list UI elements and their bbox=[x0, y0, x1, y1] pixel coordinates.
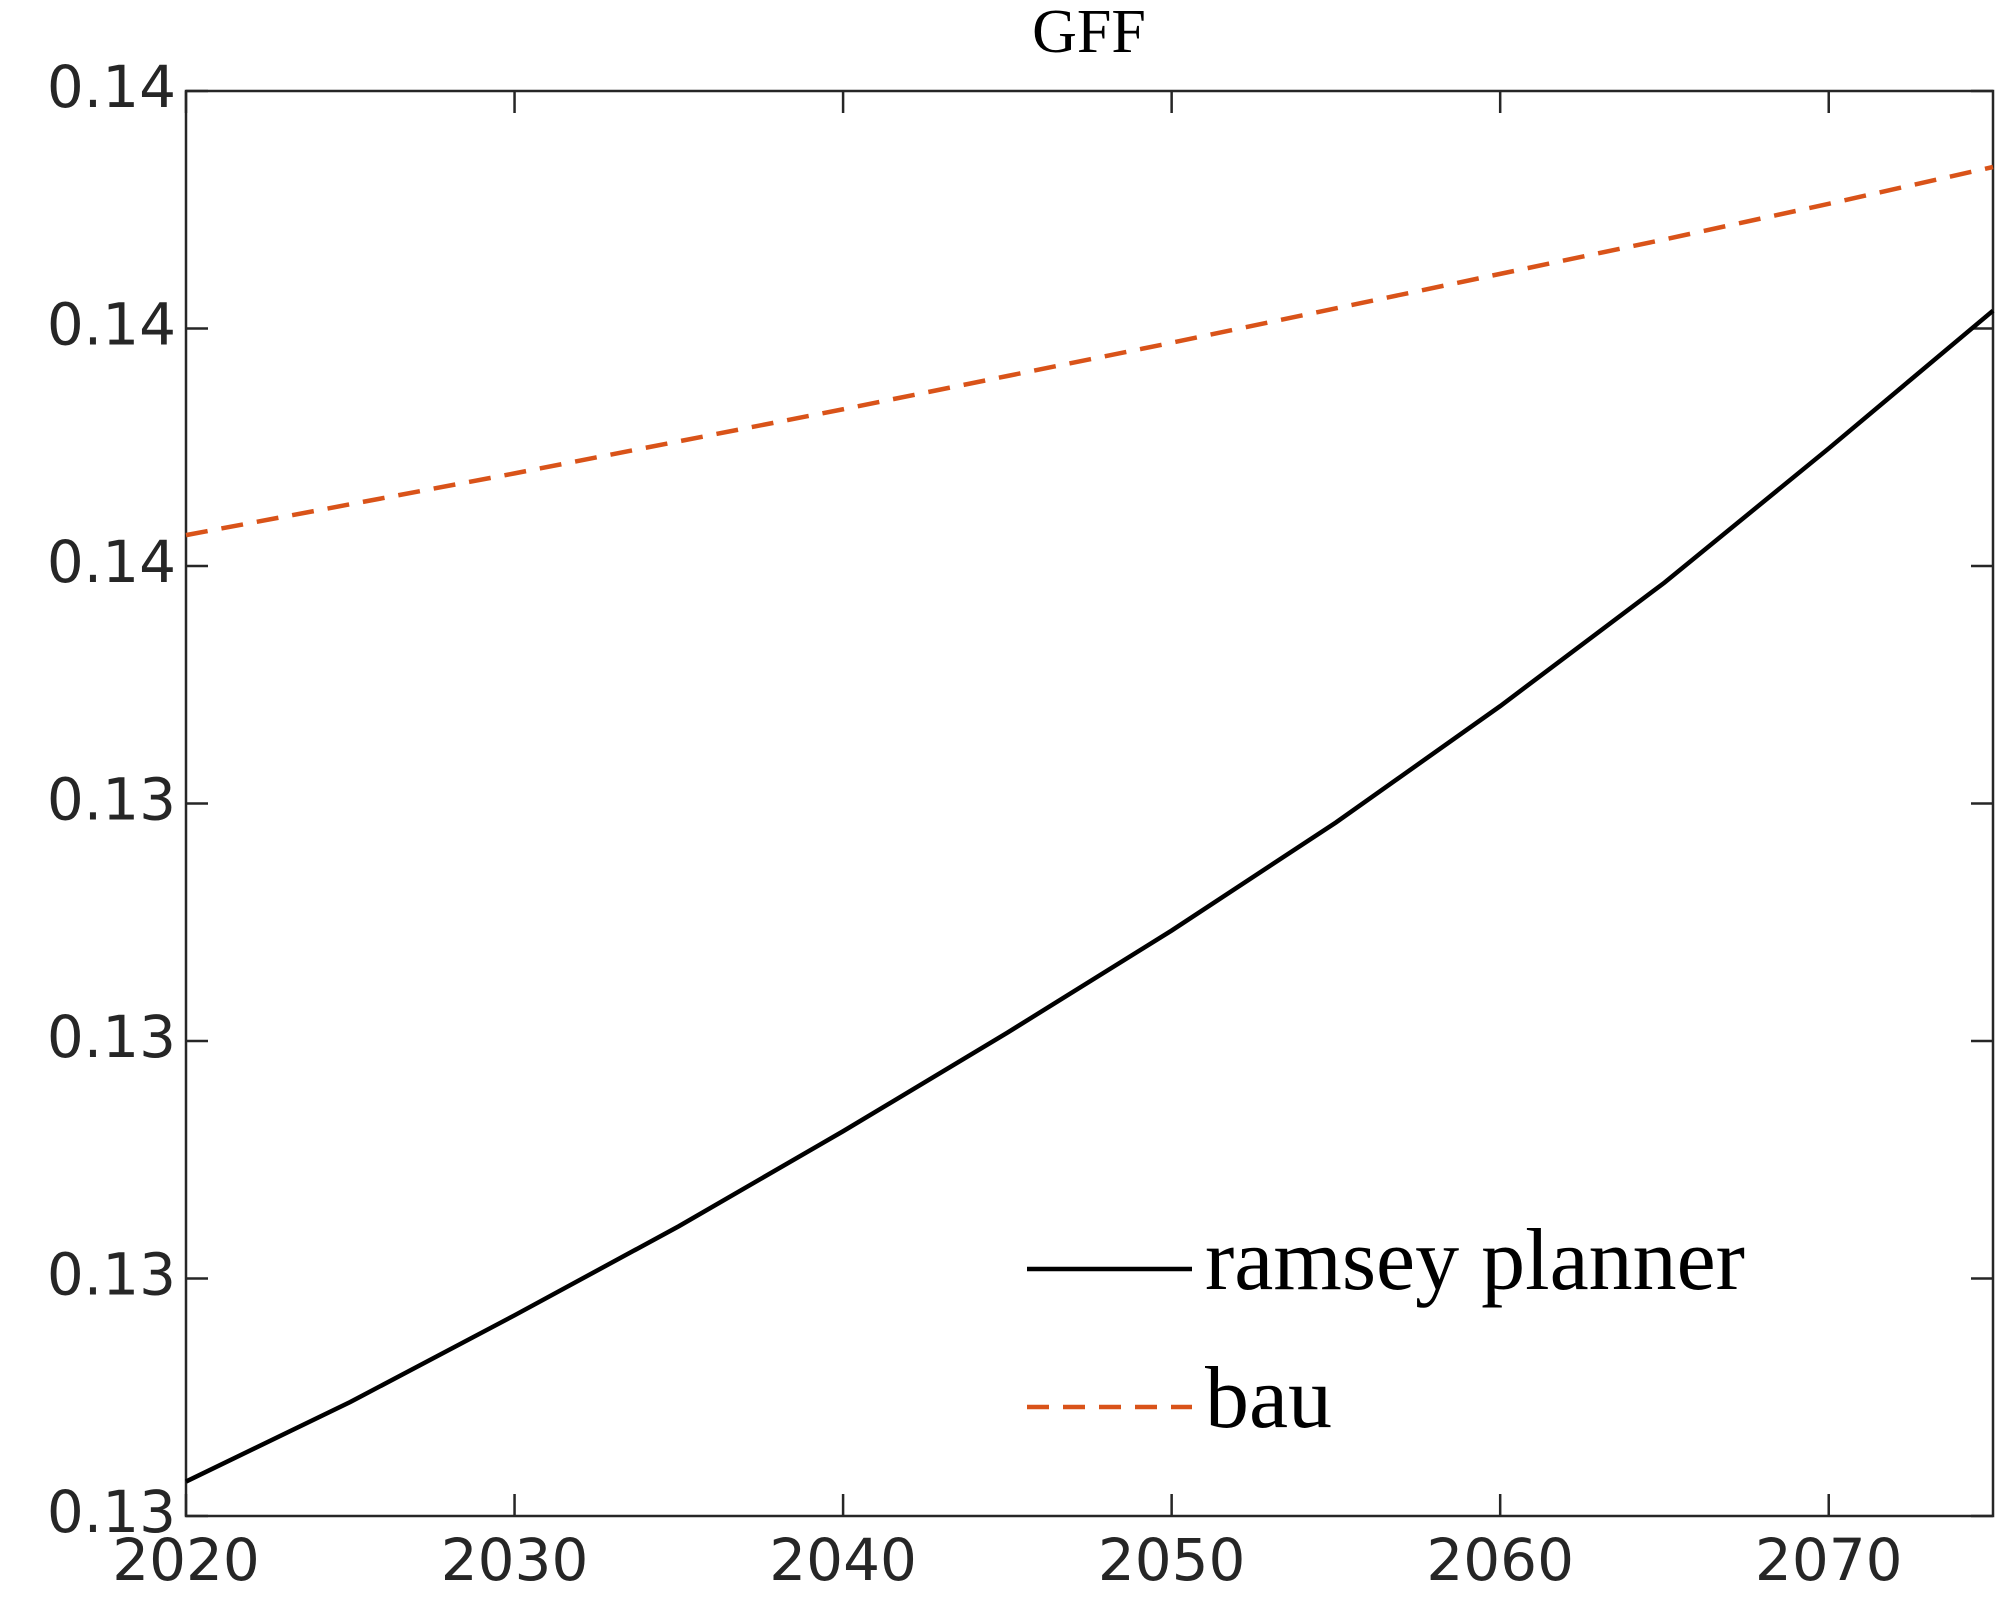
data-line bbox=[185, 308, 1995, 1484]
legend-label: ramsey planner bbox=[1205, 1212, 1745, 1309]
x-tick-label: 2030 bbox=[441, 1526, 589, 1594]
x-tick-label: 2060 bbox=[1426, 1526, 1574, 1594]
y-tick-label: 0.13 bbox=[47, 1003, 176, 1071]
x-tick-label: 2050 bbox=[1098, 1526, 1246, 1594]
x-tick-label: 2040 bbox=[769, 1526, 917, 1594]
legend-label: bau bbox=[1205, 1350, 1332, 1447]
y-tick-label: 0.14 bbox=[47, 528, 176, 596]
y-tick-label: 0.13 bbox=[47, 1478, 176, 1546]
x-tick-label: 2020 bbox=[112, 1526, 260, 1594]
x-tick-label: 2070 bbox=[1755, 1526, 1903, 1594]
chart-title: GFF bbox=[1032, 0, 1146, 66]
y-tick-label: 0.13 bbox=[47, 1241, 176, 1309]
y-tick-label: 0.14 bbox=[47, 53, 176, 121]
y-tick-label: 0.14 bbox=[47, 291, 176, 359]
data-line bbox=[185, 164, 1994, 538]
y-tick-label: 0.13 bbox=[47, 766, 176, 834]
